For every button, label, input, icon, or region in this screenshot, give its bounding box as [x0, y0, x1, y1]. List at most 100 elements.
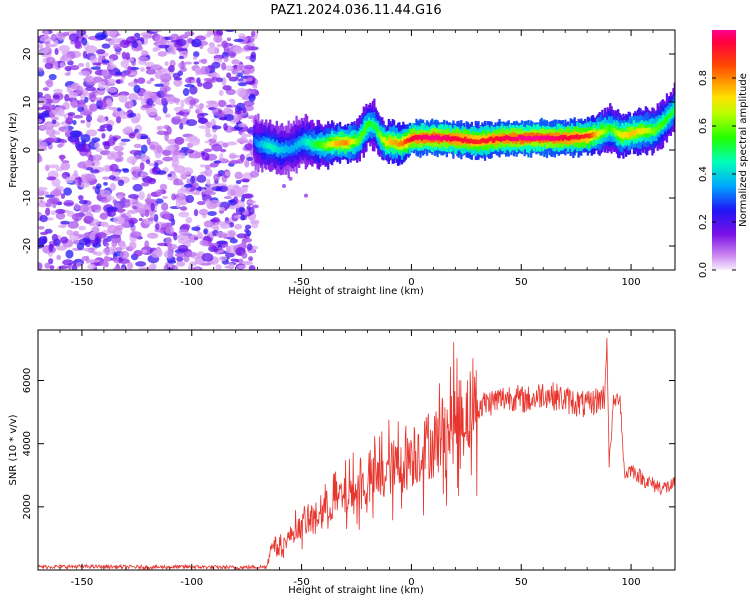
peak-band-cell: [668, 113, 671, 119]
noise-speck: [92, 62, 102, 66]
noise-speck: [78, 98, 85, 108]
peak-band-cell: [644, 128, 647, 133]
peak-band-cell: [522, 135, 525, 139]
noise-speck: [116, 107, 122, 112]
noise-speck: [209, 199, 221, 208]
noise-speck: [94, 32, 107, 41]
spec-xtick-label: -100: [180, 277, 203, 288]
noise-speck: [221, 40, 228, 49]
noise-speck: [117, 216, 125, 225]
noise-speck: [156, 144, 163, 154]
noise-speck: [74, 40, 82, 49]
noise-speck: [84, 173, 96, 182]
peak-band-cell: [366, 122, 369, 128]
noise-speck: [222, 85, 232, 91]
noise-speck: [38, 119, 43, 123]
noise-speck: [109, 58, 114, 67]
noise-speck: [48, 196, 60, 204]
noise-speck: [42, 103, 53, 110]
peak-band-cell: [485, 138, 488, 144]
noise-speck: [224, 171, 231, 177]
peak-band-cell: [386, 140, 389, 146]
noise-speck: [217, 109, 222, 115]
peak-band-cell: [574, 135, 578, 140]
peak-band-cell: [510, 136, 513, 142]
noise-speck: [122, 168, 130, 173]
noise-speck: [205, 126, 211, 136]
noise-speck: [150, 30, 163, 33]
noise-speck: [198, 208, 209, 216]
peak-band-cell: [387, 139, 390, 145]
noise-speck: [67, 60, 74, 66]
peak-band-cell: [270, 144, 273, 151]
noise-speck: [198, 125, 209, 129]
peak-band-cell: [522, 133, 525, 145]
noise-speck: [191, 38, 202, 48]
noise-speck: [128, 217, 138, 225]
noise-speck: [238, 206, 246, 213]
noise-speck: [107, 78, 116, 84]
noise-speck: [221, 62, 227, 71]
noise-speck: [89, 104, 94, 111]
noise-speck: [194, 236, 199, 241]
noise-speck: [108, 175, 116, 181]
peak-band-cell: [475, 139, 479, 144]
peak-band-cell: [261, 140, 264, 147]
noise-speck: [218, 89, 224, 97]
peak-band-cell: [362, 129, 365, 135]
noise-speck: [81, 256, 89, 262]
noise-speck: [196, 232, 203, 239]
snr-xtick-label: 50: [515, 577, 528, 588]
noise-speck: [50, 210, 57, 216]
peak-band-cell: [648, 127, 651, 134]
noise-speck: [172, 264, 179, 270]
spectrogram-marks: [38, 30, 675, 270]
noise-speck: [158, 44, 170, 49]
peak-band-cell: [611, 128, 615, 134]
noise-speck: [128, 209, 136, 214]
noise-speck: [223, 113, 234, 122]
peak-band-cell: [395, 140, 398, 146]
noise-speck: [154, 70, 164, 80]
peak-band-cell: [399, 140, 402, 146]
peak-band-cell: [609, 124, 612, 132]
noise-speck: [199, 239, 209, 246]
noise-speck: [135, 261, 147, 267]
noise-speck: [70, 83, 78, 90]
peak-band-cell: [328, 141, 331, 148]
noise-speck: [77, 194, 84, 201]
noise-speck: [140, 67, 145, 72]
peak-band-cell: [361, 131, 364, 137]
noise-speck: [233, 196, 239, 205]
noise-speck: [158, 39, 170, 44]
noise-speck: [99, 212, 109, 220]
peak-band-cell: [360, 132, 363, 138]
noise-speck: [50, 98, 60, 104]
peak-band-cell: [262, 143, 265, 149]
noise-speck: [175, 38, 187, 47]
peak-band-cell: [516, 137, 520, 141]
peak-band-cell: [634, 131, 637, 136]
noise-speck: [138, 267, 151, 270]
peak-band-cell: [673, 106, 675, 112]
noise-speck: [155, 189, 163, 196]
peak-band-cell: [428, 136, 431, 140]
noise-speck: [64, 72, 71, 77]
noise-speck: [176, 261, 186, 267]
colorbar-tick-label: 0.0: [698, 262, 709, 278]
noise-speck: [163, 87, 168, 97]
noise-speck: [44, 262, 51, 269]
peak-band-cell: [586, 131, 589, 144]
peak-band-cell: [258, 142, 261, 148]
noise-speck: [62, 31, 70, 37]
snr-series-line: [38, 337, 675, 570]
peak-band-cell: [392, 140, 396, 145]
noise-speck: [89, 55, 98, 63]
peak-band-cell: [585, 134, 588, 138]
noise-speck: [78, 199, 88, 205]
peak-band-cell: [369, 121, 372, 127]
peak-band-cell: [379, 134, 383, 140]
peak-band-cell: [309, 141, 313, 148]
peak-band-cell: [672, 108, 675, 115]
noise-speck: [126, 156, 138, 164]
